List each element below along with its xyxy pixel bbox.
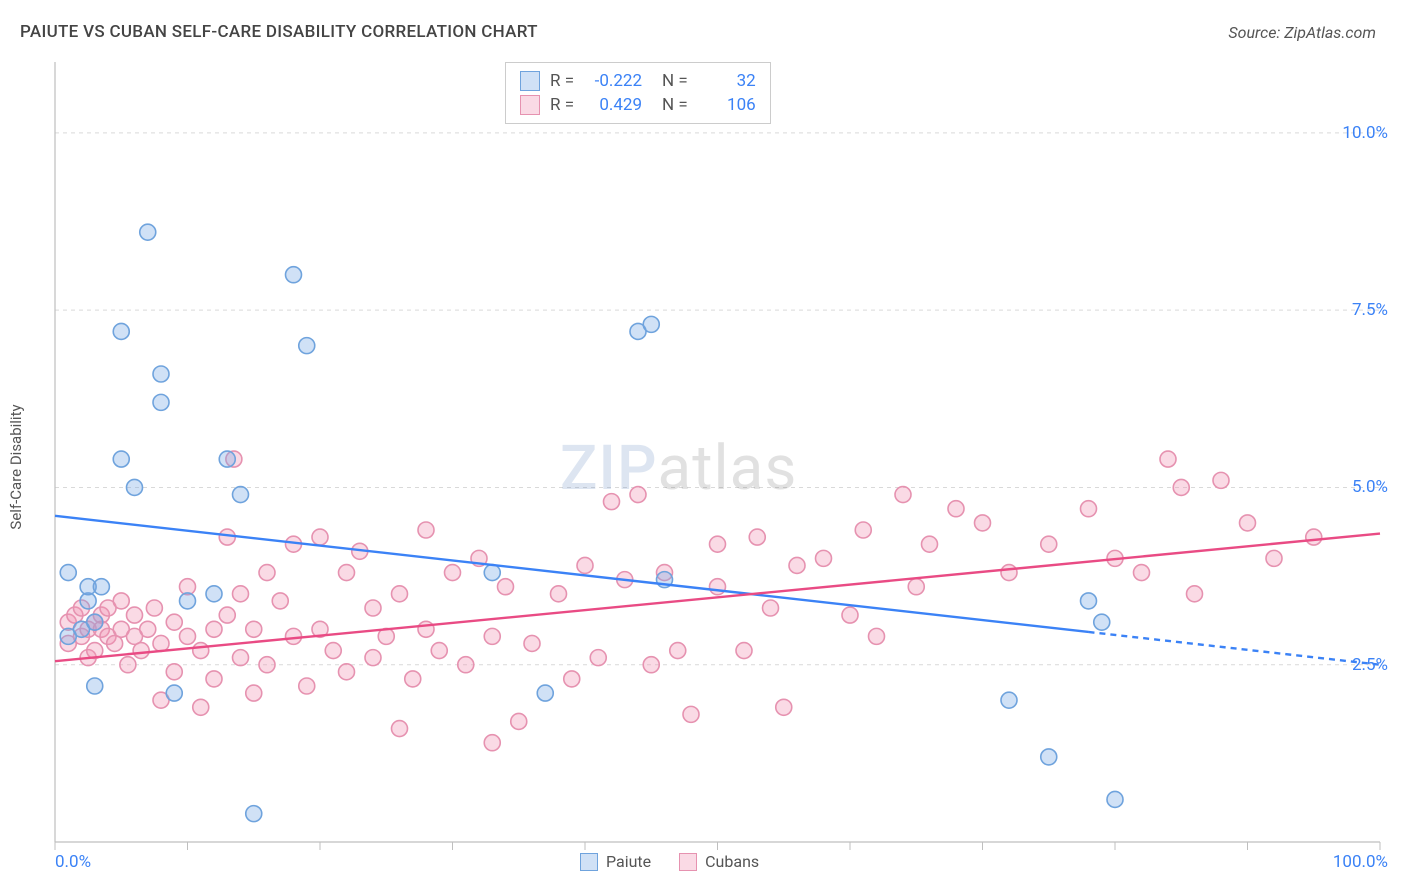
legend-series-item: Paiute: [580, 852, 651, 871]
chart-header: PAIUTE VS CUBAN SELF-CARE DISABILITY COR…: [0, 0, 1406, 52]
legend-series: Paiute Cubans: [580, 852, 759, 871]
y-tick-label: 5.0%: [1352, 477, 1388, 497]
legend-stat-row: R =0.429N =106: [520, 93, 756, 117]
y-tick-label: 10.0%: [1342, 123, 1388, 143]
r-value: 0.429: [584, 93, 642, 117]
r-value: -0.222: [584, 69, 642, 93]
y-tick-label: 2.5%: [1352, 655, 1388, 675]
legend-swatch: [580, 853, 598, 871]
legend-label: Paiute: [606, 852, 651, 871]
legend-series-item: Cubans: [679, 852, 759, 871]
n-value: 32: [698, 69, 756, 93]
chart-source: Source: ZipAtlas.com: [1228, 23, 1376, 42]
scatter-chart-svg: [0, 52, 1406, 882]
legend-swatch: [679, 853, 697, 871]
chart-area: Self-Care Disability ZIPatlas R =-0.222N…: [0, 52, 1406, 882]
y-tick-label: 7.5%: [1352, 300, 1388, 320]
legend-label: Cubans: [705, 852, 759, 871]
legend-swatch: [520, 95, 540, 115]
legend-stat-row: R =-0.222N =32: [520, 69, 756, 93]
chart-title: PAIUTE VS CUBAN SELF-CARE DISABILITY COR…: [20, 22, 538, 42]
legend-swatch: [520, 71, 540, 91]
n-value: 106: [698, 93, 756, 117]
legend-statistics: R =-0.222N =32R =0.429N =106: [505, 62, 771, 124]
x-axis-max-label: 100.0%: [1333, 852, 1388, 872]
x-axis-min-label: 0.0%: [55, 852, 91, 872]
